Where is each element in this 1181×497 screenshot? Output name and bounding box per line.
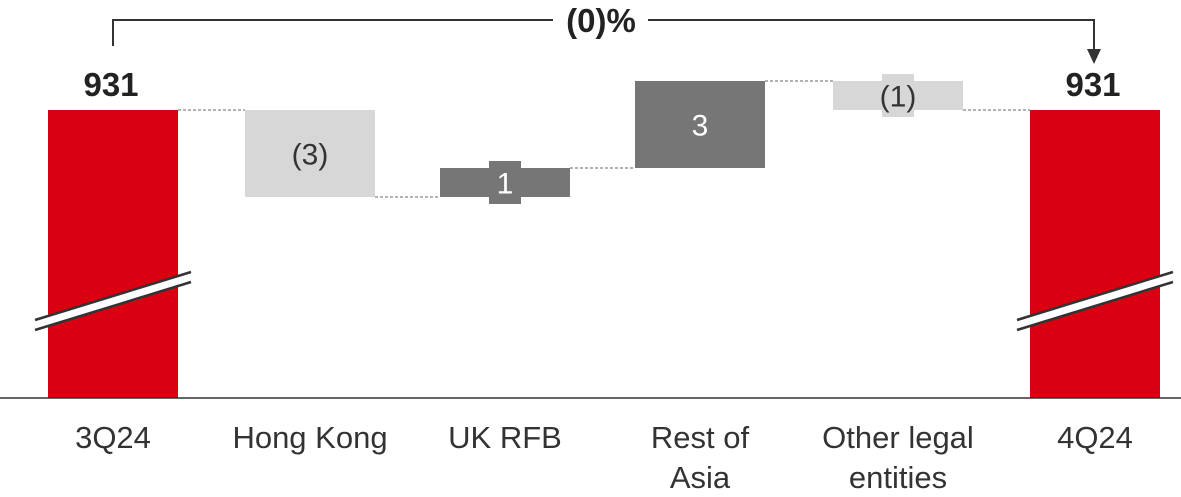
value-label-3: 3: [692, 110, 709, 143]
value-label-4: (1): [880, 81, 917, 114]
axis-break-gap-0: [35, 272, 191, 330]
category-label-0-0: 3Q24: [75, 420, 151, 455]
change-label: (0)%: [566, 2, 636, 39]
axis-break-gap-5: [1017, 272, 1173, 330]
bar-2-tab: [489, 161, 521, 204]
chart-labels: 931 (3) 1 3 (1) 931 3Q24 Hong Kong UK RFB Rest of…: [75, 2, 1133, 495]
bar-1: [245, 110, 375, 197]
axis-break-line-b-5: [1016, 280, 1174, 332]
bar-3: [635, 81, 765, 168]
change-bracket-left: [112, 19, 553, 46]
category-label-4-0: Other legal: [822, 420, 974, 455]
bar-4-tab: [882, 74, 914, 117]
axis-break-line-a-0: [34, 270, 192, 322]
change-bracket-arrow: [1087, 49, 1101, 64]
value-label-2: 1: [497, 168, 514, 201]
category-label-3-1: Asia: [670, 460, 731, 495]
total-label-5: 931: [1065, 66, 1120, 103]
category-label-3-0: Rest of: [651, 420, 750, 455]
axis-break-line-a-5: [1016, 270, 1174, 322]
bar-5: [1030, 110, 1160, 398]
chart-marks: [0, 19, 1181, 399]
category-label-2-0: UK RFB: [448, 420, 562, 455]
change-bracket-right: [648, 19, 1095, 50]
category-label-4-1: entities: [849, 460, 947, 495]
value-label-1: (3): [292, 139, 329, 172]
category-label-5-0: 4Q24: [1057, 420, 1133, 455]
category-label-1-0: Hong Kong: [232, 420, 387, 455]
axis-break-line-b-0: [34, 280, 192, 332]
bar-0: [48, 110, 178, 398]
total-label-0: 931: [83, 66, 138, 103]
